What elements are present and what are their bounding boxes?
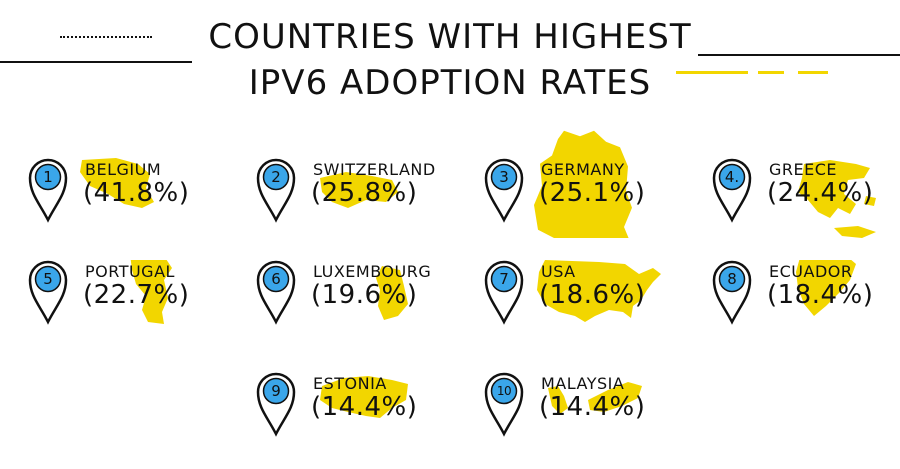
- country-card-belgium: 1 BELGIUM (41.8%): [28, 158, 228, 238]
- decorative-yellow-dash: [758, 71, 784, 74]
- belgium-map-shape: [80, 158, 154, 208]
- rank-number: 6: [271, 270, 281, 288]
- map-pin-icon: [28, 260, 68, 325]
- rank-number: 5: [43, 270, 53, 288]
- country-name: ESTONIA: [313, 374, 387, 393]
- decorative-rule-right: [698, 54, 900, 56]
- map-pin-icon: [28, 158, 68, 223]
- map-pin-icon: [484, 158, 524, 223]
- adoption-rate: (18.6%): [539, 280, 646, 310]
- switzerland-map-shape: [320, 172, 398, 208]
- country-name: MALAYSIA: [541, 374, 625, 393]
- adoption-rate: (14.4%): [311, 392, 418, 422]
- country-card-estonia: 9 ESTONIA (14.4%): [256, 372, 456, 452]
- usa-map-shape: [537, 260, 661, 322]
- rank-number: 7: [499, 270, 509, 288]
- country-card-switzerland: 2 SWITZERLAND (25.8%): [256, 158, 456, 238]
- decorative-yellow-dash: [798, 71, 828, 74]
- greece-map-shape: [798, 160, 876, 238]
- country-name: SWITZERLAND: [313, 160, 436, 179]
- country-name: GERMANY: [541, 160, 625, 179]
- rank-number: 10: [496, 384, 512, 398]
- title-line-1: COUNTRIES WITH HIGHEST: [208, 17, 692, 57]
- map-pin-icon: [256, 372, 296, 437]
- title-line-2: IPV6 ADOPTION RATES: [248, 63, 652, 103]
- map-pin-icon: [484, 260, 524, 325]
- adoption-rate: (14.4%): [539, 392, 646, 422]
- map-pin-icon: [256, 260, 296, 325]
- country-name: ECUADOR: [769, 262, 853, 281]
- adoption-rate: (24.4%): [767, 178, 874, 208]
- rank-number: 2: [271, 168, 281, 186]
- portugal-map-shape: [130, 260, 172, 324]
- rank-number: 1: [43, 168, 53, 186]
- country-card-luxembourg: 6 LUXEMBOURG (19.6%): [256, 260, 456, 340]
- country-name: PORTUGAL: [85, 262, 175, 281]
- decorative-dotted-rule: [60, 36, 152, 38]
- rank-number: 4.: [724, 168, 740, 186]
- adoption-rate: (19.6%): [311, 280, 418, 310]
- map-pin-icon: [484, 372, 524, 437]
- map-pin-icon: [256, 158, 296, 223]
- country-card-malaysia: 10 MALAYSIA (14.4%): [484, 372, 684, 452]
- luxembourg-map-shape: [376, 266, 408, 320]
- country-name: USA: [541, 262, 576, 281]
- country-card-ecuador: 8 ECUADOR (18.4%): [712, 260, 900, 340]
- page-title: COUNTRIES WITH HIGHEST IPV6 ADOPTION RAT…: [0, 14, 900, 106]
- malaysia-map-shape: [548, 382, 642, 414]
- adoption-rate: (22.7%): [83, 280, 190, 310]
- rank-number: 8: [727, 270, 737, 288]
- country-card-greece: 4. GREECE (24.4%): [712, 158, 900, 238]
- country-card-germany: 3 GERMANY (25.1%): [484, 130, 684, 238]
- country-card-portugal: 5 PORTUGAL (22.7%): [28, 260, 228, 340]
- country-name: LUXEMBOURG: [313, 262, 432, 281]
- country-card-usa: 7 USA (18.6%): [484, 260, 684, 340]
- estonia-map-shape: [320, 376, 408, 418]
- decorative-yellow-dash: [676, 71, 748, 74]
- adoption-rate: (25.8%): [311, 178, 418, 208]
- adoption-rate: (25.1%): [539, 178, 646, 208]
- country-name: BELGIUM: [85, 160, 162, 179]
- adoption-rate: (41.8%): [83, 178, 190, 208]
- rank-number: 3: [499, 168, 509, 186]
- map-pin-icon: [712, 158, 752, 223]
- rank-number: 9: [271, 382, 281, 400]
- ecuador-map-shape: [796, 260, 856, 316]
- map-pin-icon: [712, 260, 752, 325]
- germany-map-shape: [534, 130, 632, 238]
- country-name: GREECE: [769, 160, 838, 179]
- decorative-rule-left: [0, 61, 192, 63]
- adoption-rate: (18.4%): [767, 280, 874, 310]
